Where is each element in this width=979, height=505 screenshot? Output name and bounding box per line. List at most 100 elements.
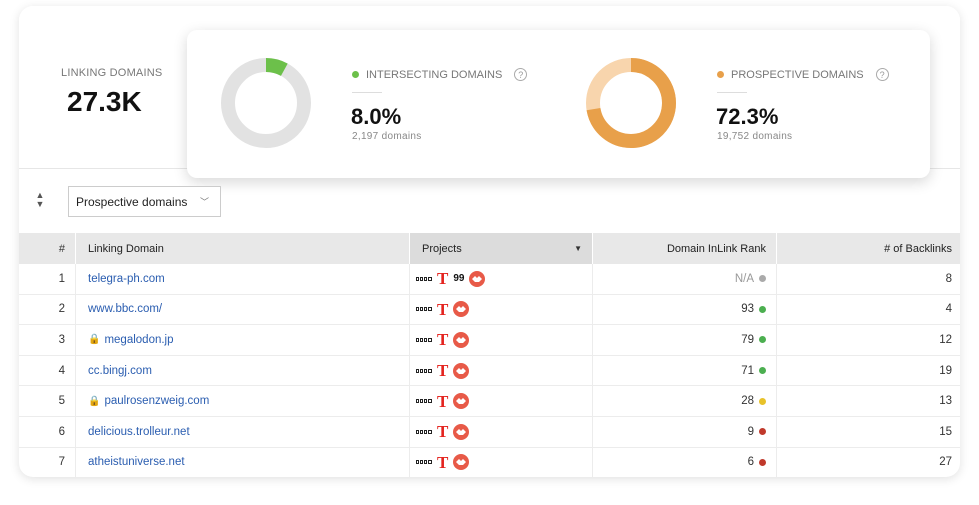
row-number: 1	[19, 264, 76, 294]
filter-select-value: Prospective domains	[76, 194, 188, 209]
project-icons: T	[416, 361, 470, 381]
red-badge-icon[interactable]	[453, 362, 470, 379]
t-letter-icon[interactable]: T	[437, 361, 449, 381]
wavy-text-icon[interactable]	[416, 428, 432, 436]
red-badge-icon[interactable]	[453, 393, 470, 410]
projects-cell: T	[410, 294, 593, 325]
projects-cell: T	[410, 355, 593, 386]
wavy-text-icon[interactable]	[416, 458, 432, 466]
wavy-text-icon[interactable]	[416, 397, 432, 405]
rank-value: 6	[747, 456, 754, 469]
table-row: 5 🔒 paulrosenzweig.com T 28 13	[19, 386, 960, 417]
rank-cell: 28	[593, 386, 777, 416]
rank-status-dot	[759, 397, 766, 405]
domain-link[interactable]: paulrosenzweig.com	[104, 395, 210, 408]
rank-cell: 79	[593, 325, 777, 355]
table-row: 1 telegra-ph.com T 99 N/A 8	[19, 264, 960, 295]
red-badge-icon[interactable]	[453, 423, 470, 440]
prospective-label-text: PROSPECTIVE DOMAINS	[731, 68, 864, 81]
project-icons: T 99	[416, 269, 486, 289]
domain-link[interactable]: delicious.trolleur.net	[88, 425, 190, 438]
rank-status-dot	[759, 305, 766, 313]
red-badge-icon[interactable]	[453, 301, 470, 318]
rank-status-dot	[759, 336, 766, 344]
red-badge-icon[interactable]	[453, 454, 470, 471]
sort-updown-icon[interactable]: ▲ ▼	[35, 190, 45, 209]
wavy-text-icon[interactable]	[416, 336, 432, 344]
rank-cell: 6	[593, 447, 777, 477]
backlinks-cell: 12	[939, 333, 952, 346]
red-badge-icon[interactable]	[453, 331, 470, 348]
rank-cell: 71	[593, 355, 777, 386]
project-icons: T	[416, 422, 470, 442]
backlinks-cell: 19	[939, 364, 952, 377]
header-linking-domain[interactable]: Linking Domain	[76, 233, 410, 264]
projects-cell: T	[410, 447, 593, 477]
caret-down-icon[interactable]: ▼	[574, 244, 582, 253]
t-letter-icon[interactable]: T	[437, 391, 449, 411]
domain-filter-select[interactable]: Prospective domains ﹀	[68, 186, 221, 217]
domain-link[interactable]: megalodon.jp	[104, 333, 174, 346]
header-backlinks[interactable]: # of Backlinks	[884, 242, 952, 255]
wavy-text-icon[interactable]	[416, 367, 432, 375]
rank-value: 9	[747, 425, 754, 438]
intersecting-donut-track	[221, 58, 311, 148]
header-projects-label: Projects	[422, 242, 462, 255]
projects-cell: T	[410, 416, 593, 447]
table-row: 6 delicious.trolleur.net T 9 15	[19, 416, 960, 448]
t-letter-icon[interactable]: T	[437, 422, 449, 442]
linking-domains-card: LINKING DOMAINS 27.3K INTERSECTING DOMAI…	[19, 6, 960, 477]
linking-domains-label: LINKING DOMAINS	[61, 67, 163, 79]
prospective-percent: 72.3%	[716, 104, 779, 129]
linking-domains-value: 27.3K	[67, 86, 142, 117]
intersecting-donut	[221, 58, 311, 148]
chevron-down-icon: ﹀	[199, 197, 209, 207]
table-body: 1 telegra-ph.com T 99 N/A 8 2 www.bbc.com/T 93 4 3…	[19, 264, 960, 477]
intersecting-label-text: INTERSECTING DOMAINS	[366, 68, 503, 81]
domain-link[interactable]: www.bbc.com/	[88, 303, 163, 316]
help-icon[interactable]: ?	[875, 68, 889, 81]
t-letter-icon[interactable]: T	[437, 452, 449, 472]
row-number: 6	[19, 416, 76, 447]
header-num[interactable]: #	[19, 233, 76, 264]
rank-status-dot	[759, 428, 766, 436]
wavy-text-icon[interactable]	[416, 275, 432, 283]
header-domain-inlink-rank[interactable]: Domain InLink Rank	[593, 233, 777, 264]
rank-status-dot	[759, 458, 766, 466]
domain-link[interactable]: atheistuniverse.net	[88, 456, 185, 469]
domain-cell: www.bbc.com/	[76, 294, 410, 325]
rank-status-dot	[759, 275, 766, 283]
lock-icon: 🔒	[88, 334, 101, 346]
99-icon[interactable]: 99	[453, 273, 465, 285]
rank-status-dot	[759, 367, 766, 375]
rank-value: 71	[741, 364, 754, 377]
table-row: 7 atheistuniverse.net T 6 27	[19, 447, 960, 477]
row-number: 4	[19, 355, 76, 386]
prospective-domains-label: PROSPECTIVE DOMAINS ?	[717, 68, 889, 81]
wavy-text-icon[interactable]	[416, 305, 432, 313]
red-badge-icon[interactable]	[469, 270, 486, 287]
intersecting-donut-fill	[221, 58, 311, 148]
domain-link[interactable]: telegra-ph.com	[88, 272, 165, 285]
backlinks-cell: 15	[939, 425, 952, 438]
table-row: 3 🔒 megalodon.jp T 79 12	[19, 325, 960, 356]
intersecting-dot	[352, 71, 359, 78]
lock-icon: 🔒	[88, 395, 101, 407]
prospective-count: 19,752 domains	[717, 131, 793, 142]
t-letter-icon[interactable]: T	[437, 330, 449, 350]
project-icons: T	[416, 452, 470, 472]
help-icon[interactable]: ?	[514, 68, 528, 81]
rank-value: 79	[741, 333, 754, 346]
header-projects[interactable]: Projects ▼	[410, 233, 593, 264]
domain-link[interactable]: cc.bingj.com	[88, 364, 152, 377]
rank-value: 28	[741, 395, 754, 408]
t-letter-icon[interactable]: T	[437, 269, 449, 289]
backlinks-cell: 4	[945, 303, 952, 316]
rank-cell: 9	[593, 416, 777, 447]
divider	[717, 92, 747, 93]
intersecting-count: 2,197 domains	[352, 131, 422, 142]
backlinks-cell: 27	[939, 456, 952, 469]
project-icons: T	[416, 299, 470, 319]
domain-cell: atheistuniverse.net	[76, 447, 410, 477]
t-letter-icon[interactable]: T	[437, 299, 449, 319]
